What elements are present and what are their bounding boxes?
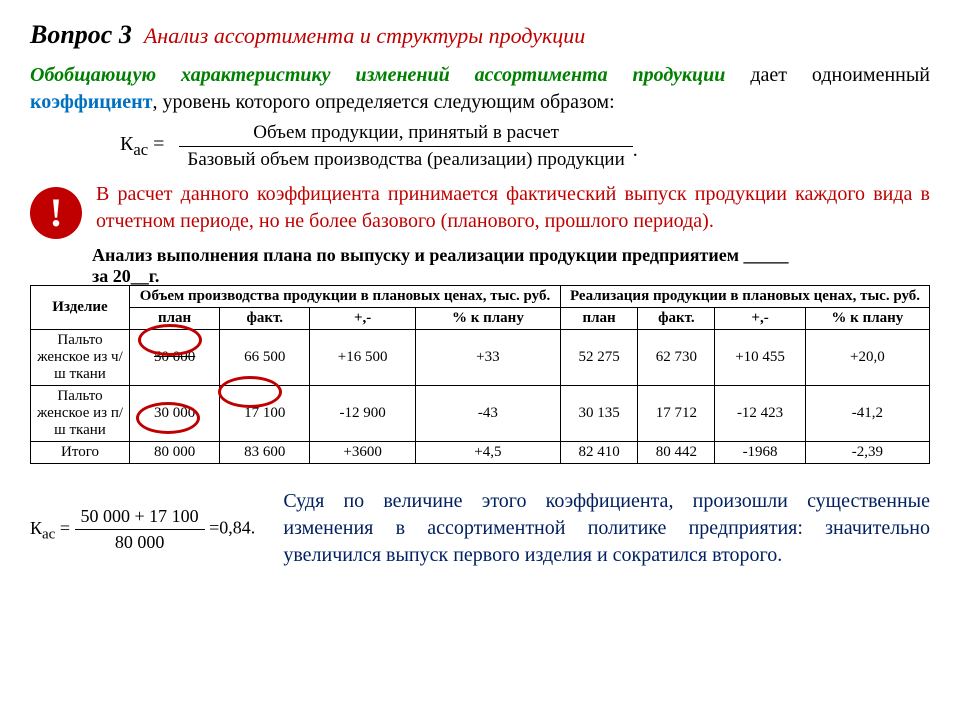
- heading: Вопрос 3 Анализ ассортимента и структуры…: [30, 20, 930, 50]
- question-title: Анализ ассортимента и структуры продукци…: [144, 23, 585, 48]
- intro-keyword: коэффициент: [30, 91, 153, 113]
- col-group-sales: Реализация продукции в плановых ценах, т…: [561, 286, 930, 308]
- formula-kas: Кас = Объем продукции, принятый в расчет…: [120, 122, 930, 171]
- table-title-line2: за 20__г.: [92, 266, 930, 287]
- intro-paragraph: Обобщающую характеристику изменений ассо…: [30, 62, 930, 116]
- col-item: Изделие: [31, 286, 130, 330]
- analysis-table: Изделие Объем производства продукции в п…: [30, 285, 930, 464]
- question-number: Вопрос 3: [30, 20, 132, 49]
- note-text: В расчет данного коэффициента принимаетс…: [96, 181, 930, 235]
- attention-note: ! В расчет данного коэффициента принимае…: [30, 181, 930, 239]
- formula-numerator: Объем продукции, принятый в расчет: [179, 122, 632, 146]
- table-with-annotations: за 20__г. Изделие Объем производства про…: [30, 266, 930, 464]
- table-title-line1: Анализ выполнения плана по выпуску и реа…: [92, 245, 930, 266]
- exclamation-icon: !: [30, 187, 82, 239]
- intro-emphasis: Обобщающую характеристику изменений ассо…: [30, 64, 725, 86]
- conclusion-text: Судя по величине этого коэффициента, про…: [283, 488, 930, 569]
- table-row: Пальто женское из п/ш ткани30 00017 100-…: [31, 386, 930, 442]
- table-row: Пальто женское из ч/ш ткани50 00066 500+…: [31, 330, 930, 386]
- formula-calculation: Кас = 50 000 + 17 100 80 000 =0,84.: [30, 506, 255, 553]
- subheader-row: план факт. +,- % к плану план факт. +,- …: [31, 308, 930, 330]
- table-row: Итого80 00083 600+3600+4,582 41080 442-1…: [31, 442, 930, 464]
- formula-denominator: Базовый объем производства (реализации) …: [179, 146, 632, 171]
- col-group-production: Объем производства продукции в плановых …: [130, 286, 561, 308]
